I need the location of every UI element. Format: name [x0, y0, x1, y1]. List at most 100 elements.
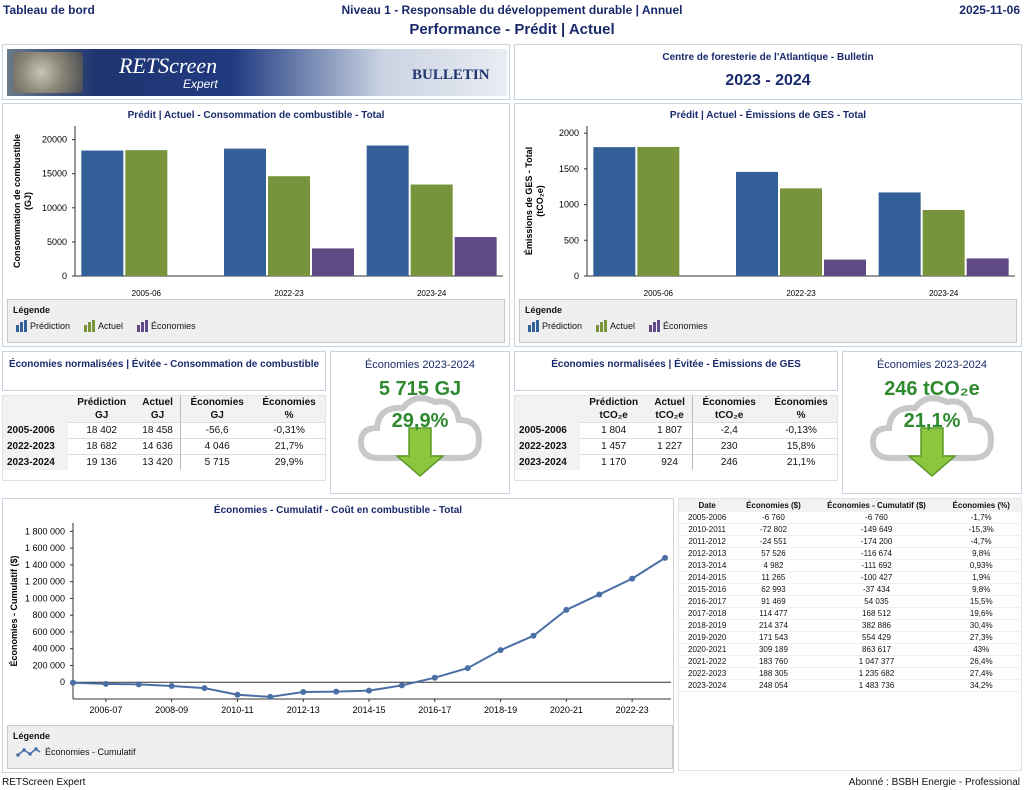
table-cell: 2011-2012: [679, 535, 736, 548]
table-row: 2016-2017 91 469 54 035 15,5%: [679, 595, 1021, 608]
row-year: 2005-2006: [3, 422, 69, 439]
bar-economies: [966, 258, 1009, 276]
savings-value: 246 tCO₂e: [884, 378, 980, 400]
table-row: 2023-2024 248 054 1 483 736 34,2%: [679, 679, 1021, 692]
table-row: 2005-2006 -6 760 -6 760 -1,7%: [679, 512, 1021, 524]
cumulative-chart-panel: Économies - Cumulatif - Coût en combusti…: [2, 498, 674, 773]
y-axis-label: Économies - Cumulatif ($): [9, 555, 19, 666]
table-cell: 1,9%: [941, 571, 1021, 584]
x-tick-label: 2022-23: [786, 289, 816, 298]
data-point: [431, 674, 438, 681]
x-tick-label: 2023-24: [417, 289, 447, 298]
table-row: 2011-2012 -24 551 -174 200 -4,7%: [679, 535, 1021, 548]
data-point: [234, 691, 241, 698]
cumulative-chart-title: Économies - Cumulatif - Coût en combusti…: [213, 505, 463, 516]
data-point: [563, 606, 570, 613]
table-cell: 214 374: [735, 619, 812, 632]
report-level-title: Niveau 1 - Responsable du développement …: [341, 3, 683, 17]
table-cell: 18 458: [134, 422, 181, 439]
table-cell: 2010-2011: [679, 523, 736, 536]
x-tick-label: 2022-23: [274, 289, 304, 298]
ghg-chart-legend: Légende Prédiction Actuel Économies: [519, 299, 1017, 343]
table-cell: -37 434: [811, 583, 942, 596]
table-row: 2020-2021 309 189 863 617 43%: [679, 643, 1021, 656]
banner-panel: RETScreen Expert BULLETIN: [2, 44, 510, 100]
y-tick-label: 5000: [47, 237, 67, 247]
table-row: 2017-2018 114 477 168 512 19,6%: [679, 607, 1021, 620]
legend-title: Légende: [13, 731, 51, 741]
column-unit: %: [765, 409, 837, 423]
fuel-chart-panel: Prédit | Actuel - Consommation de combus…: [2, 103, 510, 347]
table-cell: 14 636: [134, 438, 181, 455]
y-tick-label: 1000: [559, 200, 579, 210]
x-tick-label: 2012-13: [287, 705, 320, 715]
y-tick-label: 500: [564, 235, 579, 245]
table-header-row: Prédiction Actuel Économies Économies: [515, 396, 837, 409]
y-tick-label: 0: [60, 677, 65, 687]
y-tick-label: 10000: [42, 203, 67, 213]
table-cell: 2014-2015: [679, 571, 736, 584]
bar-prediction: [366, 145, 409, 276]
logo-subtext: Expert: [183, 77, 218, 91]
y-axis-unit: (tCO₂e): [535, 185, 545, 217]
table-cell: 1 235 682: [811, 667, 942, 680]
table-cell: 27,3%: [941, 631, 1021, 644]
cloud-arrow-icon: [357, 395, 483, 477]
data-point: [398, 682, 405, 689]
table-cell: 29,9%: [253, 454, 325, 470]
column-header: Économies (%): [941, 499, 1021, 512]
data-point: [464, 665, 471, 672]
data-point: [267, 693, 274, 700]
table-row: 2005-2006 1 804 1 807 -2,4 -0,13%: [515, 422, 837, 439]
table-cell: 382 886: [811, 619, 942, 632]
cloud-arrow-icon: [869, 395, 995, 477]
data-point: [201, 685, 208, 692]
bar-actuel: [410, 184, 453, 276]
row-year: 2005-2006: [515, 422, 581, 439]
y-tick-label: 1 600 000: [25, 543, 65, 553]
table-cell: -1,7%: [941, 512, 1021, 524]
fuel-savings-box: Économies 2023-2024 5 715 GJ 29,9%: [330, 351, 510, 494]
table-cell: 18 402: [68, 422, 135, 439]
bar-prediction: [593, 147, 636, 276]
table-cell: 2019-2020: [679, 631, 736, 644]
table-row: 2013-2014 4 982 -111 692 0,93%: [679, 559, 1021, 572]
table-cell: 2018-2019: [679, 619, 736, 632]
cumulative-table-panel: Date Économies ($) Économies - Cumulatif (…: [678, 498, 1022, 771]
data-point: [135, 681, 142, 688]
dashboard-title: Tableau de bord: [3, 3, 95, 17]
table-row: 2022-2023 1 457 1 227 230 15,8%: [515, 438, 837, 455]
table-cell: 43%: [941, 643, 1021, 656]
x-tick-label: 2014-15: [352, 705, 385, 715]
table-cell: 309 189: [735, 643, 812, 656]
table-row: 2022-2023 188 305 1 235 682 27,4%: [679, 667, 1021, 680]
column-header: Prédiction: [68, 396, 135, 409]
y-tick-label: 0: [574, 271, 579, 281]
table-cell: 2023-2024: [679, 679, 736, 692]
bar-economies: [454, 237, 497, 276]
table-cell: -56,6: [180, 422, 254, 439]
y-tick-label: 1500: [559, 164, 579, 174]
table-header-row: Prédiction Actuel Économies Économies: [3, 396, 325, 409]
data-point: [300, 689, 307, 696]
table-cell: 171 543: [735, 631, 812, 644]
table-cell: -24 551: [735, 535, 812, 548]
y-axis-label: Émissions de GES - Total: [524, 147, 534, 255]
bar-actuel: [922, 210, 965, 276]
bar-prediction: [736, 171, 778, 276]
y-tick-label: 1 000 000: [25, 593, 65, 603]
table-row: 2023-2024 1 170 924 246 21,1%: [515, 454, 837, 470]
column-unit: %: [253, 409, 325, 423]
column-unit: GJ: [180, 409, 254, 423]
table-cell: 62 993: [735, 583, 812, 596]
y-axis-unit: (GJ): [23, 192, 33, 210]
table-cell: -111 692: [811, 559, 942, 572]
retscreen-logo: RETScreen Expert BULLETIN: [7, 49, 507, 96]
y-tick-label: 400 000: [32, 644, 65, 654]
x-tick-label: 2008-09: [155, 705, 188, 715]
table-header-row: Date Économies ($) Économies - Cumulatif (…: [679, 499, 1021, 512]
top-bar: Tableau de bord Niveau 1 - Responsable d…: [0, 0, 1024, 20]
y-tick-label: 800 000: [32, 610, 65, 620]
bar-chart-icon: [84, 320, 96, 332]
table-cell: -4,7%: [941, 535, 1021, 548]
